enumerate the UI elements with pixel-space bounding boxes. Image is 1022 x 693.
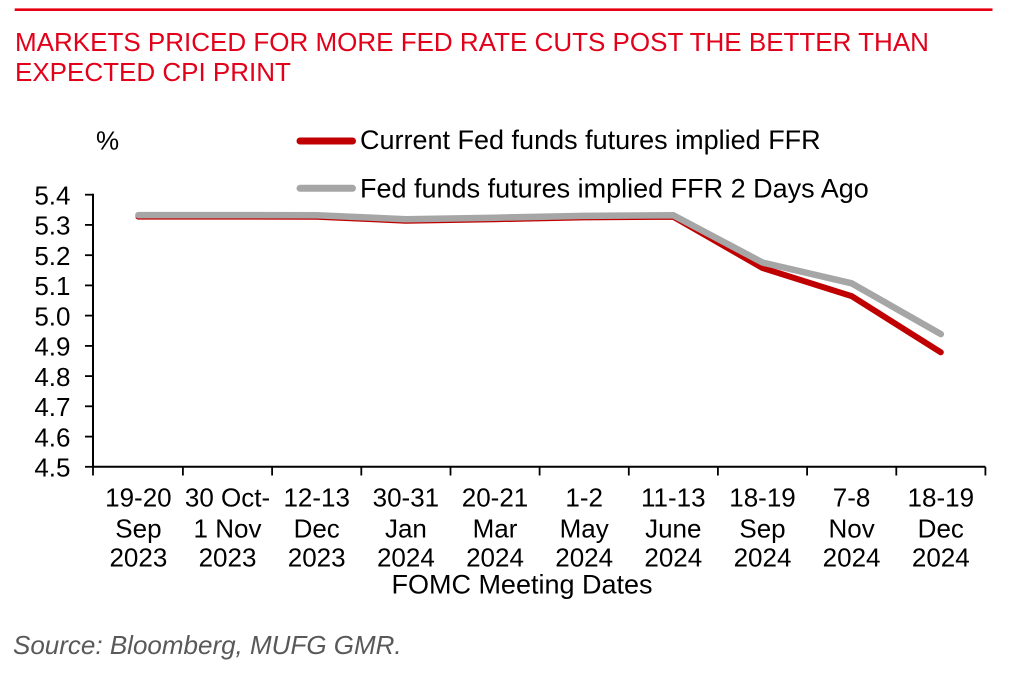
svg-text:%: %	[96, 126, 119, 156]
svg-text:20-21: 20-21	[462, 483, 529, 513]
svg-text:1 Nov: 1 Nov	[194, 513, 262, 543]
svg-text:7-8: 7-8	[833, 483, 871, 513]
svg-text:2023: 2023	[288, 543, 346, 573]
svg-text:Fed funds futures implied FFR: Fed funds futures implied FFR 2 Days Ago	[360, 174, 869, 204]
svg-text:19-20: 19-20	[105, 483, 172, 513]
svg-text:FOMC Meeting Dates: FOMC Meeting Dates	[391, 570, 652, 600]
svg-text:2024: 2024	[644, 543, 702, 573]
svg-text:Jan: Jan	[385, 513, 427, 543]
svg-text:5.3: 5.3	[34, 211, 70, 241]
svg-text:2024: 2024	[555, 543, 613, 573]
svg-text:18-19: 18-19	[729, 483, 796, 513]
svg-text:Dec: Dec	[294, 513, 340, 543]
svg-text:EXPECTED CPI PRINT: EXPECTED CPI PRINT	[15, 57, 291, 87]
svg-text:4.6: 4.6	[34, 422, 70, 452]
svg-text:Source: Bloomberg, MUFG GMR.: Source: Bloomberg, MUFG GMR.	[13, 630, 402, 660]
svg-text:May: May	[560, 513, 609, 543]
svg-text:2023: 2023	[199, 543, 257, 573]
svg-text:Current Fed funds futures impl: Current Fed funds futures implied FFR	[360, 125, 821, 155]
svg-text:30-31: 30-31	[373, 483, 440, 513]
svg-text:2024: 2024	[734, 543, 792, 573]
svg-text:2023: 2023	[109, 543, 167, 573]
svg-text:2024: 2024	[466, 543, 524, 573]
svg-text:4.8: 4.8	[34, 362, 70, 392]
svg-text:Mar: Mar	[473, 513, 518, 543]
svg-text:11-13: 11-13	[641, 483, 706, 513]
svg-text:5.2: 5.2	[34, 241, 70, 271]
svg-text:5.4: 5.4	[34, 181, 70, 211]
svg-text:Nov: Nov	[828, 513, 874, 543]
svg-text:MARKETS PRICED FOR MORE FED RA: MARKETS PRICED FOR MORE FED RATE CUTS PO…	[15, 27, 929, 57]
svg-text:Dec: Dec	[918, 513, 964, 543]
svg-text:4.5: 4.5	[34, 453, 70, 483]
svg-text:18-19: 18-19	[908, 483, 975, 513]
svg-text:30 Oct-: 30 Oct-	[185, 483, 270, 513]
svg-text:5.1: 5.1	[34, 271, 70, 301]
svg-text:Sep: Sep	[739, 513, 785, 543]
svg-text:12-13: 12-13	[283, 483, 350, 513]
svg-text:Sep: Sep	[115, 513, 161, 543]
svg-text:2024: 2024	[823, 543, 881, 573]
svg-text:1-2: 1-2	[565, 483, 603, 513]
svg-text:2024: 2024	[377, 543, 435, 573]
svg-text:4.9: 4.9	[34, 332, 70, 362]
svg-text:5.0: 5.0	[34, 301, 70, 331]
svg-text:2024: 2024	[912, 543, 970, 573]
svg-text:4.7: 4.7	[34, 392, 70, 422]
svg-text:June: June	[645, 513, 701, 543]
